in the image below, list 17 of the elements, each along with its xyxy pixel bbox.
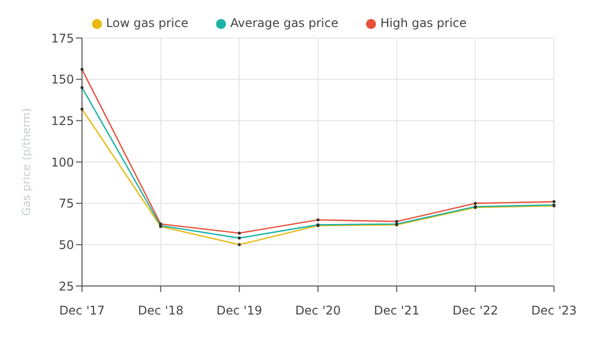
x-tick-label: Dec '20	[295, 304, 341, 318]
y-tick-label: 150	[51, 72, 74, 87]
x-tick-label: Dec '22	[452, 304, 498, 318]
x-tick-label: Dec '19	[216, 304, 262, 318]
y-tick-label: 175	[51, 31, 74, 46]
legend-label: Average gas price	[230, 16, 338, 30]
y-tick-label: 50	[58, 238, 74, 252]
x-tick-label: Dec '18	[138, 304, 184, 318]
legend-label: Low gas price	[106, 16, 188, 30]
y-tick-label: 125	[51, 114, 74, 128]
x-tick-label: Dec '23	[531, 304, 577, 318]
x-tick-label: Dec '17	[59, 304, 105, 318]
y-tick-label: 25	[58, 279, 74, 294]
legend-label: High gas price	[380, 16, 467, 30]
y-tick-label: 75	[58, 196, 74, 211]
x-tick-label: Dec '21	[374, 304, 420, 318]
y-tick-label: 100	[51, 155, 74, 170]
